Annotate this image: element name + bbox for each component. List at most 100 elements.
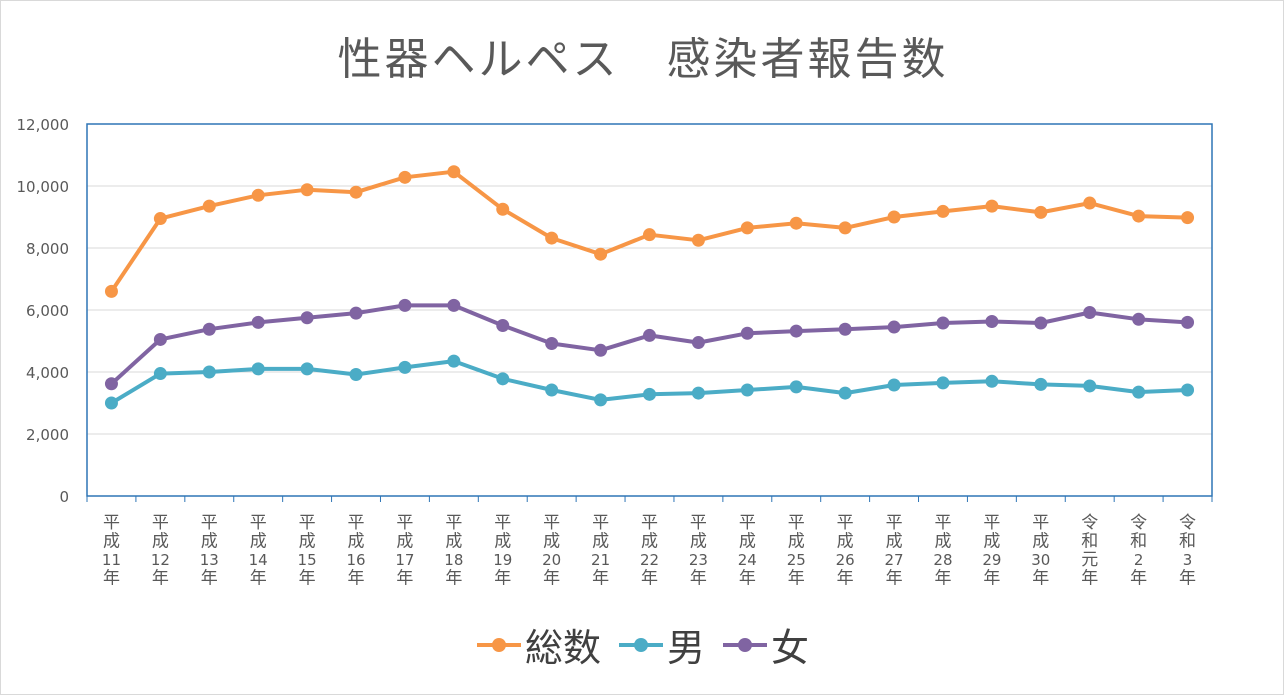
data-point-2 [496,319,510,332]
x-tick-label-part: 年 [739,569,756,589]
data-point-2 [349,306,363,320]
x-tick-label-part: 元 [1081,550,1098,570]
y-tick-label: 12,000 [17,116,70,134]
x-tick-label-part: 成 [739,532,756,552]
data-point-0 [153,212,167,226]
x-tick-label-part: 令 [1130,513,1147,533]
x-tick-label-part: 平 [543,513,560,533]
x-tick-label-part: 年 [983,569,1000,589]
x-tick-label-part: 年 [934,569,951,589]
x-tick-label-part: 平 [641,513,658,533]
data-point-2 [936,316,950,330]
data-point-0 [643,228,656,242]
x-tick-label-part: 13 [200,551,219,569]
x-tick-label-part: 平 [299,513,316,533]
x-tick-label-part: 成 [543,532,560,552]
x-tick-label-part: 成 [250,532,267,552]
data-point-0 [740,221,754,235]
data-point-0 [349,185,363,199]
x-tick-label-part: 和 [1081,532,1098,552]
data-point-0 [1034,205,1048,219]
data-point-0 [838,221,852,235]
data-point-1 [887,378,901,392]
data-point-2 [789,324,803,338]
data-point-2 [398,298,412,312]
x-tick-label-part: 16 [346,551,365,569]
data-point-2 [594,343,608,357]
x-tick-label-part: 年 [690,569,707,589]
x-tick-label-part: 年 [543,569,560,589]
x-tick-label-part: 成 [201,532,218,552]
legend-swatch-female [723,630,767,660]
data-point-0 [594,247,608,261]
x-tick-label-part: 22 [640,551,659,569]
data-point-2 [202,322,216,336]
data-point-1 [691,386,705,400]
data-point-1 [1181,383,1195,397]
data-point-0 [985,199,999,213]
data-point-2 [104,377,118,391]
x-tick-label-part: 年 [152,569,169,589]
x-tick-label-part: 平 [201,513,218,533]
x-tick-label-part: 3 [1183,551,1193,569]
data-point-1 [1132,385,1146,399]
x-tick-label-part: 平 [690,513,707,533]
x-tick-label-part: 29 [982,551,1001,569]
data-point-2 [447,298,461,312]
data-point-2 [740,326,754,340]
legend-label-male: 男 [666,626,705,670]
data-point-1 [643,387,656,401]
data-point-2 [300,311,314,325]
x-tick-label-part: 年 [837,569,854,589]
x-tick-label-part: 年 [1179,569,1196,589]
x-tick-label-part: 年 [250,569,267,589]
data-point-2 [838,322,852,336]
data-point-0 [398,170,412,184]
x-tick-label-part: 年 [103,569,120,589]
x-tick-label-part: 平 [983,513,1000,533]
legend-item-total: 総数 [476,617,601,672]
y-tick-label: 10,000 [17,178,70,196]
x-tick-label-part: 成 [837,532,854,552]
data-point-1 [349,367,363,381]
x-tick-label-part: 平 [494,513,511,533]
x-tick-label-part: 24 [738,551,757,569]
x-tick-label-part: 成 [886,532,903,552]
x-tick-label-part: 年 [348,569,365,589]
x-tick-label-part: 成 [103,532,120,552]
x-tick-label-part: 18 [444,551,463,569]
x-tick-label-part: 26 [836,551,855,569]
x-tick-label-part: 平 [396,513,413,533]
y-tick-label: 4,000 [26,364,69,382]
data-point-0 [936,204,950,218]
x-tick-label-part: 年 [494,569,511,589]
legend-label-female: 女 [771,626,810,670]
data-point-1 [447,354,461,368]
x-tick-label-part: 21 [591,551,610,569]
data-point-2 [643,328,656,342]
x-tick-label-part: 年 [788,569,805,589]
x-tick-label-part: 成 [788,532,805,552]
data-point-0 [887,210,901,224]
legend-swatch-total [476,630,521,660]
x-tick-label-part: 令 [1081,513,1098,533]
x-tick-label-part: 27 [885,551,904,569]
x-tick-label-part: 年 [396,569,413,589]
x-tick-label-part: 成 [934,532,951,552]
data-point-2 [545,336,559,350]
x-tick-label-part: 15 [298,551,317,569]
data-point-1 [104,396,118,410]
y-tick-label: 6,000 [26,302,69,320]
data-point-1 [985,374,999,388]
x-tick-label-part: 平 [1032,513,1049,533]
x-tick-label-part: 成 [348,532,365,552]
data-point-2 [1181,315,1195,329]
x-tick-label-part: 平 [934,513,951,533]
